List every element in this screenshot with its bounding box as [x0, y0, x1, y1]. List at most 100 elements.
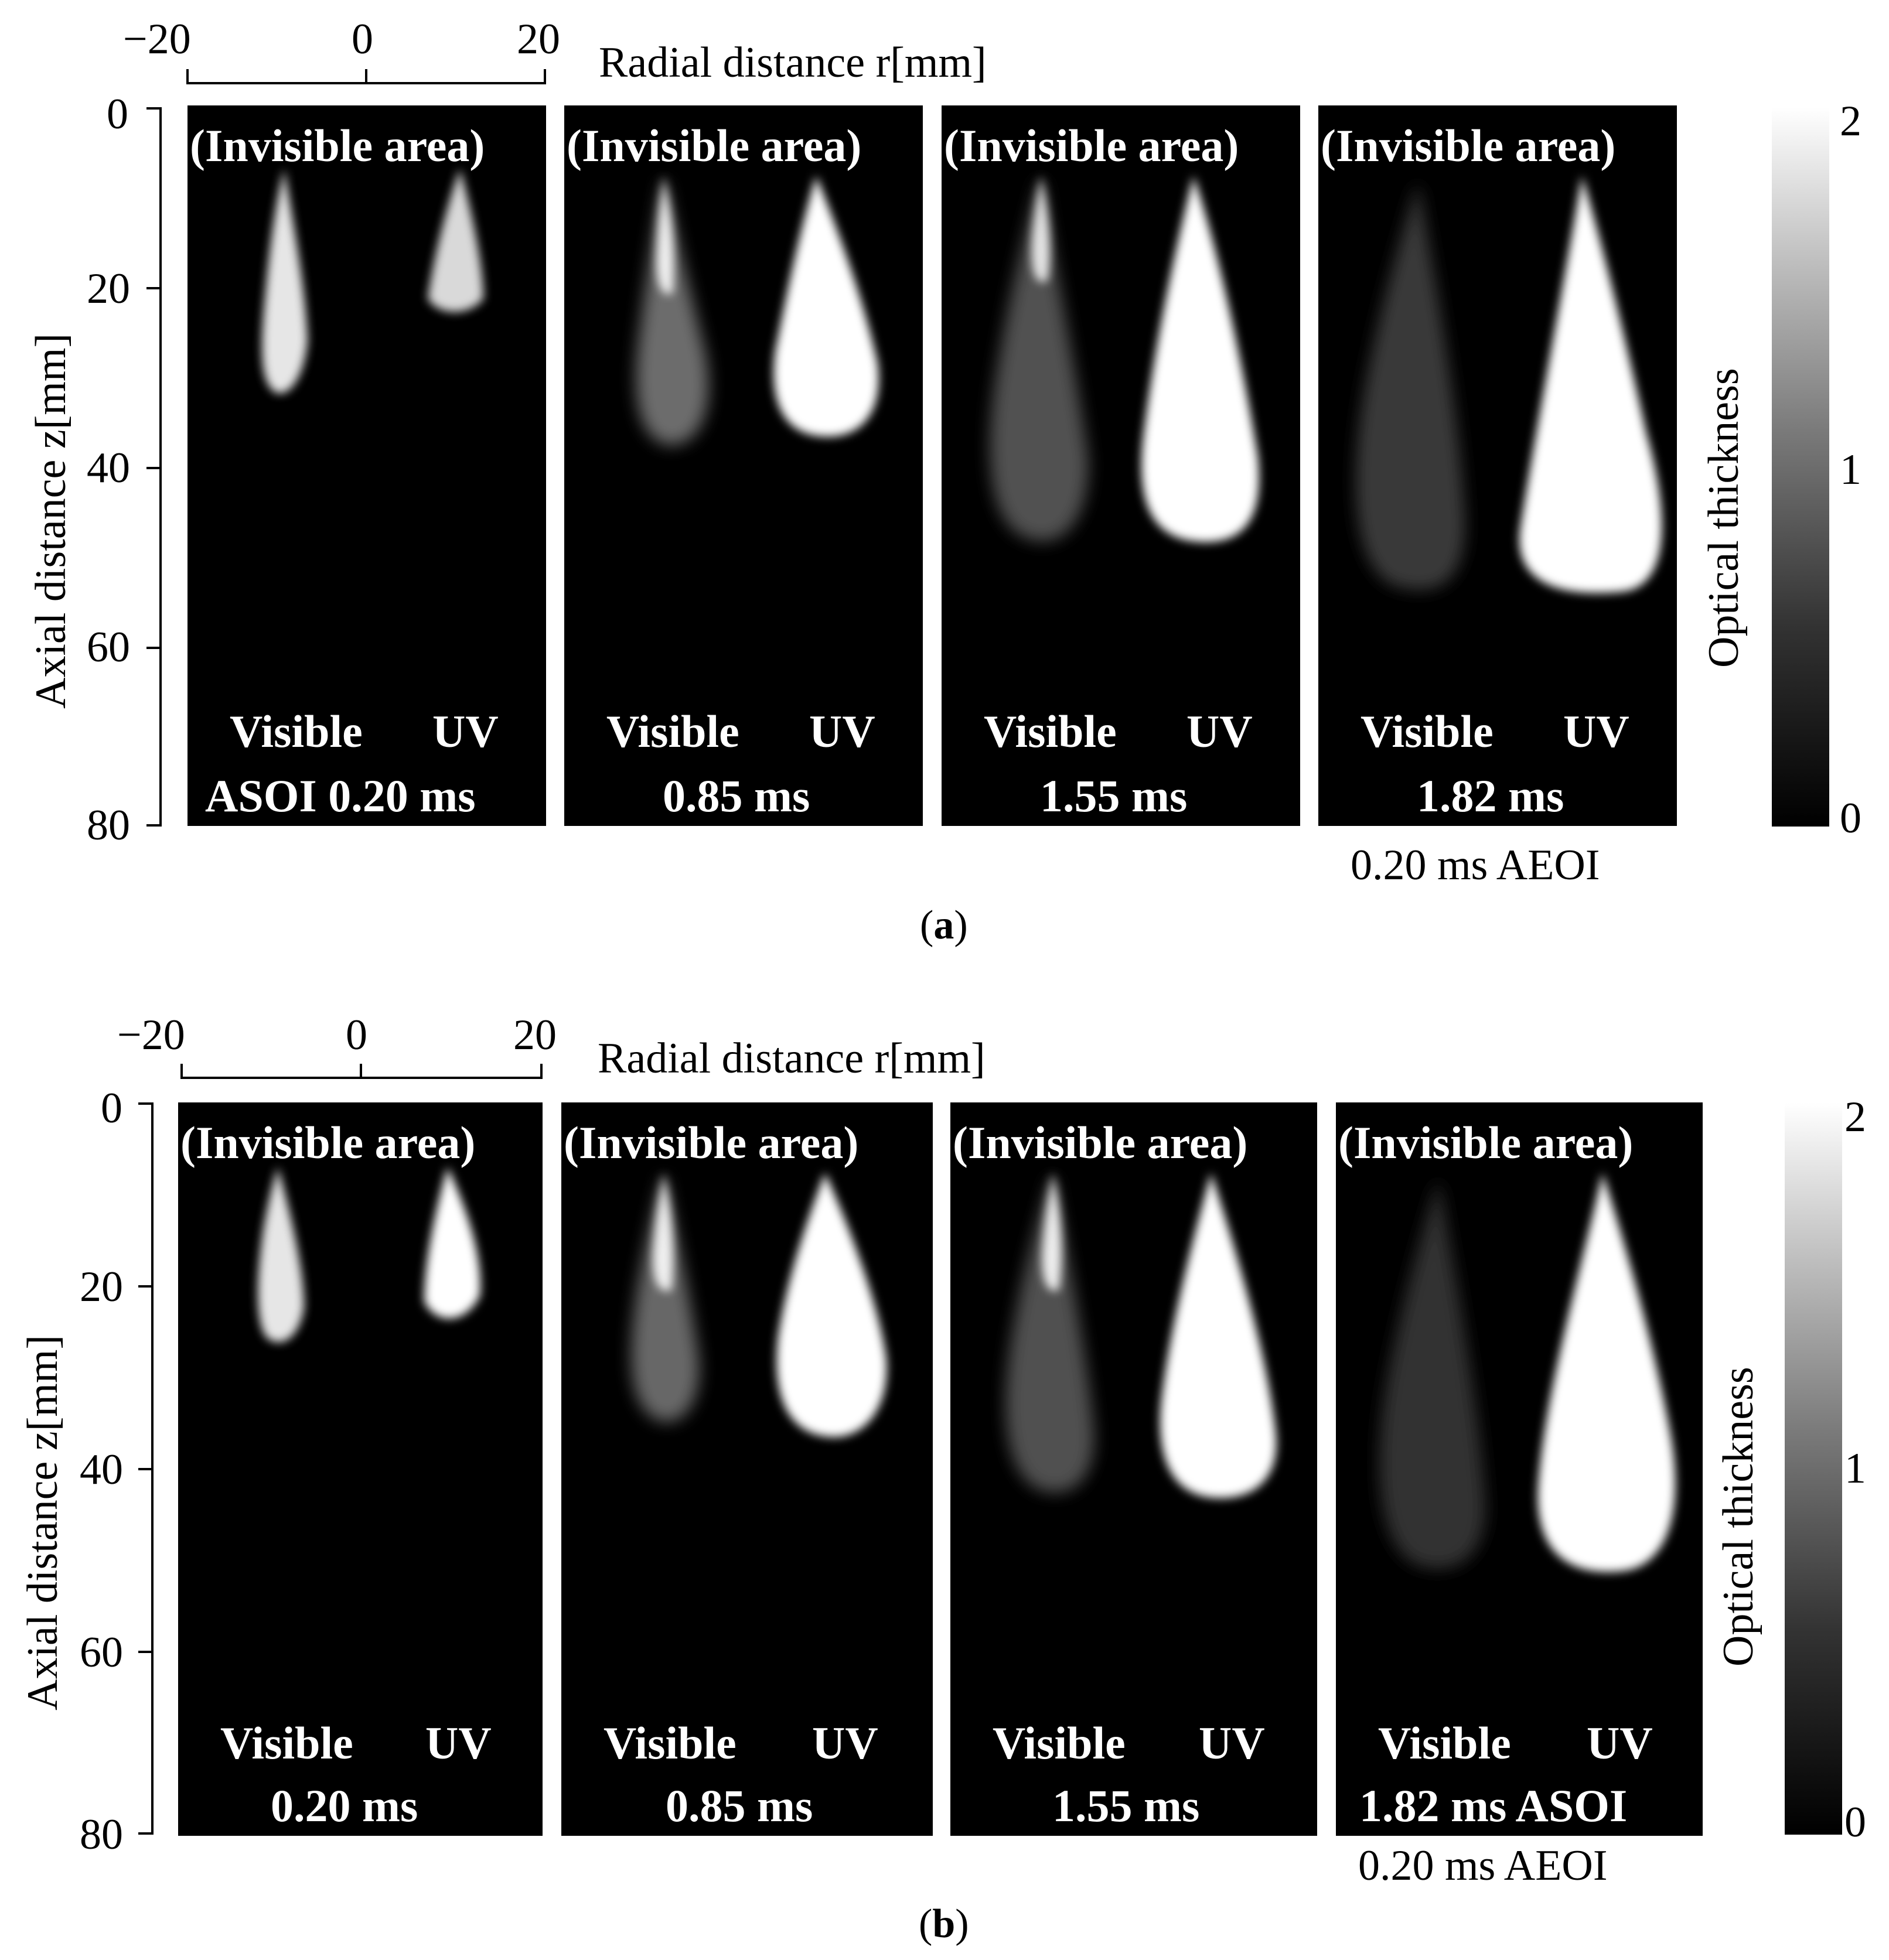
visible-label: Visible	[230, 706, 363, 757]
colorbar-tick-label: 1	[1844, 1445, 1866, 1493]
y-axis-label: Axial distance z[mm]	[19, 1334, 67, 1710]
y-tick-label: 0	[107, 90, 128, 138]
spray-image	[1005, 1173, 1277, 1498]
y-axis-label: Axial distance z[mm]	[27, 333, 75, 709]
invisible-area-label: (Invisible area)	[564, 1117, 859, 1168]
axial-axis-tick	[146, 647, 162, 649]
x-tick-label: 20	[513, 1011, 557, 1059]
colorbar	[1772, 107, 1829, 827]
spray-image	[258, 1167, 480, 1343]
spray-image	[262, 169, 483, 394]
image-panel-a1: (Invisible area) Visible UV ASOI 0.20 ms	[187, 105, 546, 826]
axial-axis-tick	[138, 1832, 154, 1835]
caption-a: (a)	[920, 903, 968, 948]
uv-label: UV	[1186, 706, 1253, 757]
image-panel-a4: (Invisible area) Visible UV 1.82 ms	[1318, 105, 1677, 826]
visible-label: Visible	[1378, 1717, 1511, 1768]
time-label: 0.85 ms	[663, 770, 810, 821]
axial-axis-tick	[146, 107, 162, 110]
time-label: 0.85 ms	[666, 1780, 813, 1831]
visible-label: Visible	[220, 1717, 353, 1768]
uv-label: UV	[425, 1717, 492, 1768]
time-label: ASOI 0.20 ms	[205, 770, 476, 821]
colorbar-tick-label: 2	[1840, 97, 1861, 145]
time-label: 0.20 ms	[271, 1780, 418, 1831]
colorbar-tick-label: 0	[1840, 794, 1861, 842]
y-tick-label: 80	[87, 801, 130, 849]
colorbar	[1785, 1102, 1842, 1835]
time-label: 1.82 ms	[1417, 770, 1564, 821]
x-axis-label: Radial distance r[mm]	[598, 1034, 986, 1083]
radial-axis-tick	[365, 69, 367, 84]
radial-axis-tick	[544, 69, 546, 84]
image-panel-b2: (Invisible area) Visible UV 0.85 ms	[561, 1102, 933, 1836]
colorbar-label: Optical thickness	[1700, 368, 1748, 668]
radial-axis-tick	[186, 69, 189, 84]
uv-label: UV	[432, 706, 499, 757]
image-panel-b1: (Invisible area) Visible UV 0.20 ms	[178, 1102, 543, 1836]
uv-label: UV	[809, 706, 875, 757]
y-tick-label: 20	[87, 265, 130, 313]
y-tick-label: 60	[80, 1628, 123, 1676]
uv-label: UV	[1199, 1717, 1265, 1768]
aeoi-note: 0.20 ms AEOI	[1351, 841, 1600, 889]
invisible-area-label: (Invisible area)	[944, 120, 1239, 171]
x-tick-label: 20	[517, 15, 560, 63]
time-label: 1.55 ms	[1040, 770, 1188, 821]
colorbar-tick-label: 1	[1840, 446, 1861, 494]
uv-label: UV	[812, 1717, 878, 1768]
caption-b: (b)	[919, 1901, 969, 1947]
image-panel-a3: (Invisible area) Visible UV 1.55 ms	[942, 105, 1300, 826]
y-tick-label: 40	[80, 1446, 123, 1494]
visible-label: Visible	[1361, 706, 1494, 757]
radial-axis-tick	[540, 1064, 543, 1079]
time-label: 1.82 ms ASOI	[1359, 1780, 1628, 1831]
axial-axis-tick	[138, 1651, 154, 1653]
axial-axis-tick	[138, 1468, 154, 1470]
x-axis-label: Radial distance r[mm]	[599, 39, 987, 87]
axial-axis-tick	[138, 1285, 154, 1288]
invisible-area-label: (Invisible area)	[1338, 1117, 1634, 1168]
time-label: 1.55 ms	[1052, 1780, 1200, 1831]
axial-axis-tick	[138, 1102, 154, 1105]
invisible-area-label: (Invisible area)	[567, 120, 862, 171]
visible-label: Visible	[984, 706, 1117, 757]
invisible-area-label: (Invisible area)	[190, 120, 485, 171]
image-panel-b4: (Invisible area) Visible UV 1.82 ms ASOI	[1336, 1102, 1703, 1836]
visible-label: Visible	[606, 706, 739, 757]
invisible-area-label: (Invisible area)	[180, 1117, 476, 1168]
y-tick-label: 40	[87, 444, 130, 492]
y-tick-label: 60	[87, 623, 130, 671]
visible-label: Visible	[603, 1717, 736, 1768]
colorbar-tick-label: 0	[1844, 1798, 1866, 1846]
uv-label: UV	[1563, 706, 1629, 757]
colorbar-tick-label: 2	[1844, 1093, 1866, 1141]
radial-axis-tick	[180, 1064, 183, 1079]
axial-axis-tick	[146, 467, 162, 469]
invisible-area-label: (Invisible area)	[1321, 120, 1616, 171]
y-tick-label: 80	[80, 1811, 123, 1859]
radial-axis-tick	[360, 1064, 362, 1079]
x-tick-label: 0	[352, 15, 373, 63]
x-tick-label: −20	[117, 1011, 185, 1059]
invisible-area-label: (Invisible area)	[953, 1117, 1248, 1168]
axial-axis-tick	[146, 287, 162, 289]
y-tick-label: 20	[80, 1263, 123, 1311]
spray-image	[1356, 176, 1662, 593]
colorbar-label: Optical thickness	[1714, 1367, 1762, 1667]
aeoi-note: 0.20 ms AEOI	[1358, 1842, 1608, 1890]
caption-letter: a	[933, 903, 954, 948]
spray-image	[990, 176, 1259, 542]
x-tick-label: 0	[346, 1011, 367, 1059]
spray-image	[636, 176, 879, 445]
image-panel-a2: (Invisible area) Visible UV 0.85 ms	[564, 105, 923, 826]
image-panel-b3: (Invisible area) Visible UV 1.55 ms	[950, 1102, 1317, 1836]
x-tick-label: −20	[123, 15, 191, 63]
uv-label: UV	[1587, 1717, 1653, 1768]
spray-image	[631, 1173, 887, 1437]
axial-axis-tick	[146, 824, 162, 827]
y-tick-label: 0	[101, 1084, 122, 1132]
spray-image	[1379, 1173, 1676, 1572]
visible-label: Visible	[993, 1717, 1126, 1768]
caption-letter: b	[932, 1901, 956, 1947]
